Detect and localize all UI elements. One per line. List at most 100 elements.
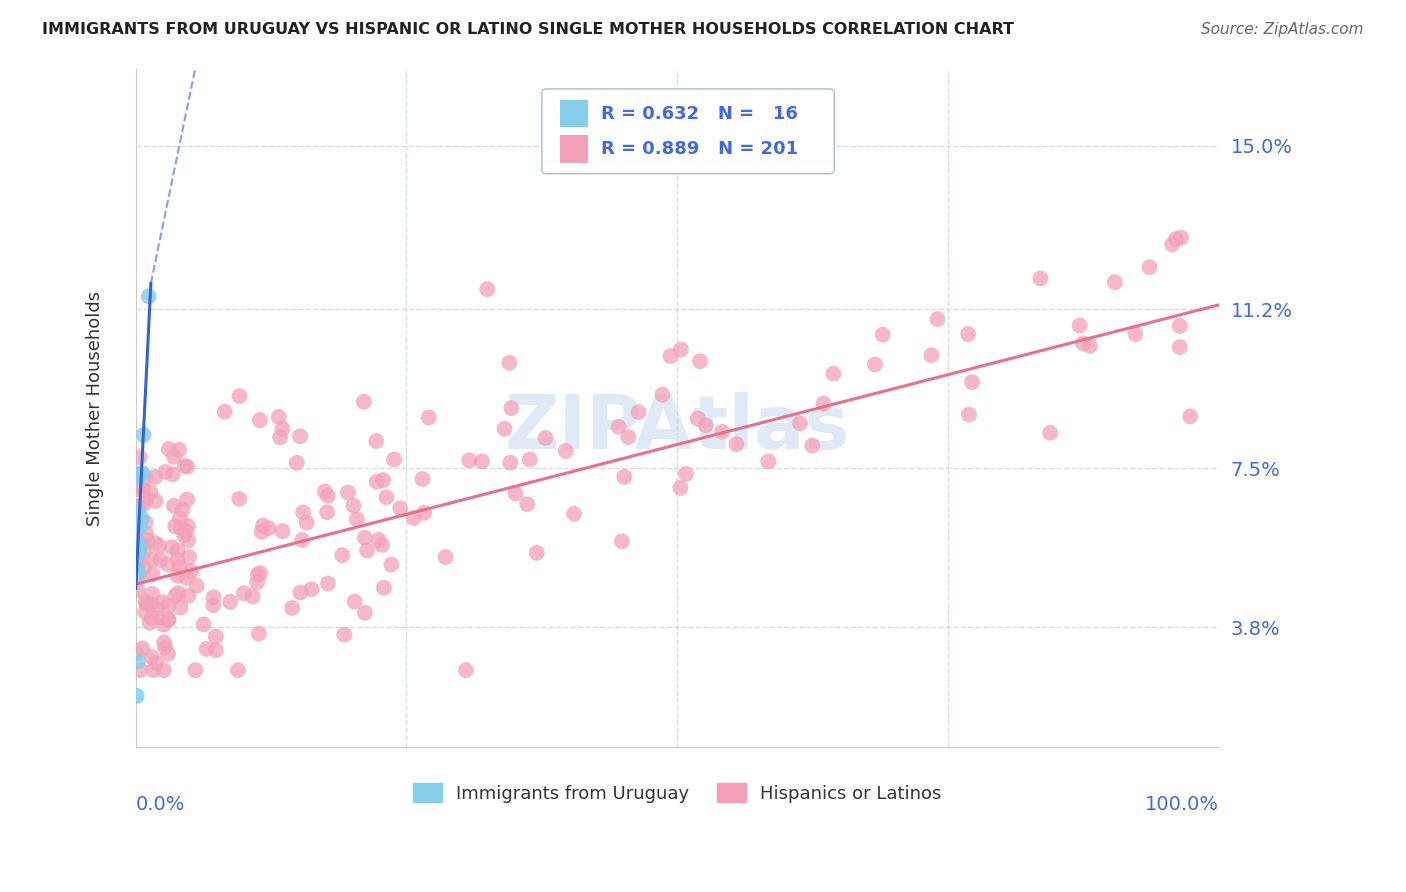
Point [627, 405, 650, 419]
Point [1180, 409, 1202, 424]
Point [333, 627, 356, 641]
Point [498, 356, 520, 370]
Point [246, 567, 269, 582]
Text: IMMIGRANTS FROM URUGUAY VS HISPANIC OR LATINO SINGLE MOTHER HOUSEHOLDS CORRELATI: IMMIGRANTS FROM URUGUAY VS HISPANIC OR L… [42, 22, 1014, 37]
Point [316, 576, 339, 591]
Point [316, 505, 339, 519]
Point [301, 582, 323, 597]
Point [356, 543, 378, 558]
Point [135, 470, 157, 484]
Point [413, 506, 436, 520]
Point [669, 343, 692, 357]
Point [458, 453, 481, 467]
Point [138, 289, 160, 303]
FancyBboxPatch shape [541, 89, 834, 174]
Point [162, 467, 184, 482]
Point [135, 491, 157, 506]
Point [128, 499, 150, 513]
Point [1039, 425, 1062, 440]
Point [411, 472, 433, 486]
Point [138, 615, 160, 630]
Point [562, 507, 585, 521]
Point [501, 401, 523, 416]
Point [1029, 271, 1052, 285]
Text: ZIPAtlas: ZIPAtlas [505, 392, 849, 465]
Point [195, 642, 218, 657]
Point [176, 459, 198, 474]
Point [157, 647, 180, 661]
Point [1123, 327, 1146, 342]
Text: 0.0%: 0.0% [136, 795, 186, 814]
Point [257, 521, 280, 535]
Point [353, 394, 375, 409]
Point [316, 489, 339, 503]
Point [153, 635, 176, 649]
Point [134, 546, 156, 560]
Point [184, 663, 207, 677]
Point [526, 546, 548, 560]
Point [232, 586, 254, 600]
Point [125, 561, 148, 575]
Point [380, 558, 402, 572]
Point [617, 430, 640, 444]
Point [152, 617, 174, 632]
Point [148, 611, 170, 625]
Point [165, 589, 187, 603]
Point [920, 348, 942, 362]
Point [127, 566, 149, 580]
Point [193, 617, 215, 632]
Point [157, 599, 180, 613]
Point [153, 663, 176, 677]
Point [172, 503, 194, 517]
Point [202, 591, 225, 605]
Point [1069, 318, 1091, 333]
Point [801, 439, 824, 453]
Point [170, 521, 193, 535]
Point [128, 468, 150, 483]
Point [169, 600, 191, 615]
Point [141, 649, 163, 664]
Point [128, 546, 150, 560]
Point [725, 437, 748, 451]
Point [135, 526, 157, 541]
Point [813, 397, 835, 411]
Point [613, 470, 636, 484]
Point [142, 663, 165, 677]
Point [346, 512, 368, 526]
Point [127, 556, 149, 570]
Point [204, 643, 226, 657]
Point [141, 587, 163, 601]
Point [125, 534, 148, 549]
Point [135, 516, 157, 530]
Point [330, 548, 353, 562]
Point [271, 422, 294, 436]
Point [139, 485, 162, 500]
Point [132, 498, 155, 512]
Point [135, 594, 157, 608]
Point [160, 540, 183, 554]
Point [129, 483, 152, 498]
Point [127, 567, 149, 582]
Point [418, 410, 440, 425]
Point [288, 429, 311, 443]
Point [132, 483, 155, 497]
Point [176, 571, 198, 585]
Point [179, 550, 201, 565]
Point [499, 456, 522, 470]
Point [651, 387, 673, 401]
Text: Source: ZipAtlas.com: Source: ZipAtlas.com [1201, 22, 1364, 37]
Point [710, 425, 733, 439]
Point [145, 494, 167, 508]
Point [659, 349, 682, 363]
Point [402, 511, 425, 525]
Point [291, 533, 314, 547]
Point [163, 450, 186, 464]
Text: R = 0.632   N =   16: R = 0.632 N = 16 [602, 105, 799, 123]
Point [177, 533, 200, 548]
Point [165, 519, 187, 533]
Point [127, 471, 149, 485]
Point [145, 602, 167, 616]
Point [149, 553, 172, 567]
Point [336, 485, 359, 500]
Text: Single Mother Households: Single Mother Households [86, 291, 104, 525]
